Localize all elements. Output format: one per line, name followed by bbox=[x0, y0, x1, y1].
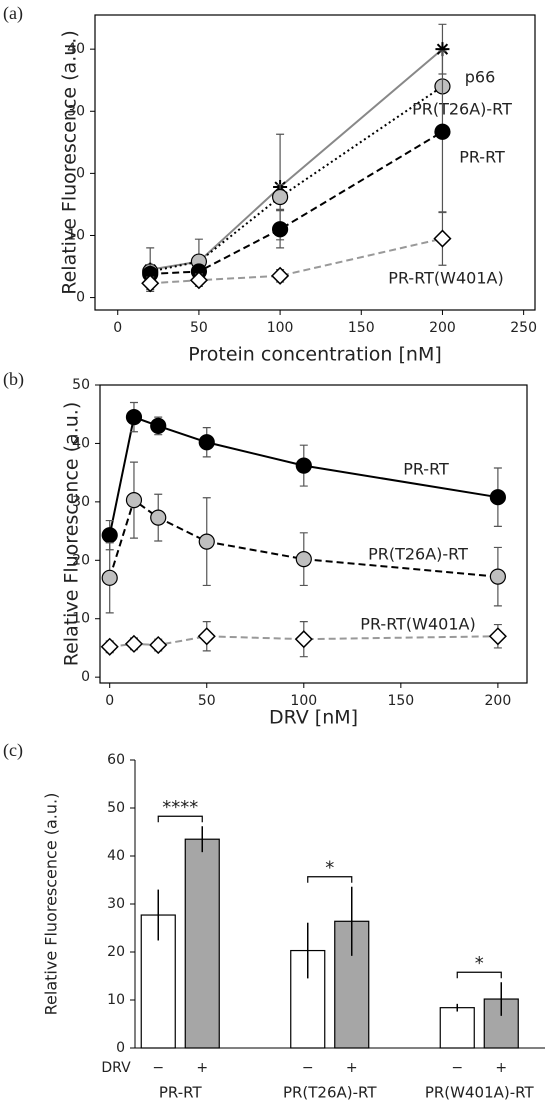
marker bbox=[150, 509, 167, 526]
y-tick-label: 60 bbox=[107, 752, 125, 768]
series-line bbox=[150, 237, 443, 285]
y-tick-label: 10 bbox=[107, 992, 125, 1008]
marker bbox=[150, 417, 167, 435]
series-name: + bbox=[196, 1060, 208, 1076]
y-tick-label: 0 bbox=[116, 1040, 125, 1056]
y-tick-label: 20 bbox=[107, 944, 125, 960]
series-line bbox=[150, 130, 443, 275]
x-tick-label: 50 bbox=[198, 693, 216, 709]
x-tick-label: 0 bbox=[105, 693, 114, 709]
y-tick-label: 10 bbox=[72, 611, 90, 627]
marker bbox=[271, 266, 290, 285]
bar bbox=[439, 1007, 475, 1049]
marker bbox=[198, 533, 215, 550]
series-line bbox=[150, 48, 444, 271]
series-line bbox=[150, 85, 444, 273]
x-tick-label: PR(T26A)-RT bbox=[283, 1084, 377, 1102]
x-tick-label: 50 bbox=[190, 320, 208, 336]
series-label: PR(T26A)-RT bbox=[368, 545, 468, 564]
series-line bbox=[108, 498, 498, 579]
panel-label: (c) bbox=[3, 740, 23, 761]
x-axis-title: Protein concentration [nM] bbox=[188, 344, 442, 366]
marker bbox=[149, 635, 168, 655]
series-label: PR(T26A)-RT bbox=[412, 100, 512, 119]
y-tick-label: 50 bbox=[107, 800, 125, 816]
significance-bracket bbox=[307, 876, 353, 883]
marker bbox=[271, 188, 289, 206]
x-tick-label: PR(W401A)-RT bbox=[425, 1084, 535, 1102]
y-tick-label: 20 bbox=[72, 552, 90, 568]
marker bbox=[295, 551, 312, 568]
y-axis-title: Relative Fluorescence (a.u.) bbox=[61, 402, 83, 666]
marker bbox=[125, 409, 143, 426]
bar bbox=[290, 949, 326, 1049]
marker bbox=[295, 457, 312, 474]
series-name: − bbox=[152, 1060, 164, 1076]
y-tick-label: 50 bbox=[72, 377, 90, 393]
x-tick-label: 150 bbox=[387, 693, 414, 709]
significance-bracket bbox=[157, 815, 203, 823]
y-tick-label: 30 bbox=[72, 494, 90, 510]
y-axis-title: Relative Fluorescence (a.u.) bbox=[59, 30, 81, 294]
marker bbox=[489, 489, 506, 506]
plot-frame bbox=[99, 384, 528, 684]
series-name: − bbox=[451, 1060, 463, 1076]
marker bbox=[141, 274, 160, 293]
series-name: + bbox=[346, 1060, 358, 1076]
x-tick-label: 250 bbox=[510, 320, 537, 336]
series-label: p66 bbox=[465, 68, 496, 87]
series-label: PR-RT(W401A) bbox=[388, 269, 503, 288]
group-label: DRV bbox=[101, 1060, 131, 1076]
y-tick-label: 40 bbox=[72, 435, 90, 451]
series-name: − bbox=[302, 1060, 314, 1076]
panel-label: (a) bbox=[3, 3, 23, 24]
marker bbox=[434, 123, 451, 140]
x-axis-title: DRV [nM] bbox=[269, 707, 358, 729]
marker bbox=[198, 434, 215, 451]
bar bbox=[184, 838, 220, 1049]
y-tick-label: 0 bbox=[76, 290, 85, 306]
series-line bbox=[108, 415, 499, 536]
marker bbox=[197, 627, 216, 646]
y-tick-label: 40 bbox=[67, 41, 85, 57]
marker bbox=[125, 492, 143, 509]
x-tick-label: 100 bbox=[267, 320, 294, 336]
x-tick-label: 0 bbox=[113, 320, 122, 336]
y-tick-label: 0 bbox=[76, 165, 85, 181]
y-tick-label: 30 bbox=[67, 103, 85, 119]
marker bbox=[435, 42, 450, 57]
significance-bracket bbox=[456, 971, 502, 979]
series-label: PR-RT bbox=[403, 460, 449, 479]
y-tick-label: 10 bbox=[67, 227, 85, 243]
x-tick-label: 100 bbox=[290, 693, 317, 709]
significance-label: **** bbox=[162, 797, 198, 818]
y-tick-label: 30 bbox=[107, 896, 125, 912]
marker bbox=[433, 229, 452, 248]
series-label: PR-RT(W401A) bbox=[360, 615, 475, 634]
plot-frame bbox=[94, 14, 536, 311]
y-axis-title: Relative Fluorescence (a.u.) bbox=[42, 793, 61, 1016]
marker bbox=[488, 627, 507, 646]
series-name: + bbox=[495, 1060, 507, 1076]
y-tick-label: 40 bbox=[107, 848, 125, 864]
marker bbox=[489, 568, 506, 585]
marker bbox=[124, 634, 144, 653]
x-tick-label: PR-RT bbox=[159, 1084, 203, 1102]
x-tick-label: 200 bbox=[429, 320, 456, 336]
y-tick-label: 0 bbox=[81, 669, 90, 685]
marker bbox=[101, 527, 118, 544]
marker bbox=[189, 271, 208, 290]
marker bbox=[100, 637, 119, 656]
significance-label: * bbox=[325, 858, 334, 879]
marker bbox=[101, 569, 118, 586]
x-tick-label: 200 bbox=[485, 693, 512, 709]
marker bbox=[294, 630, 313, 649]
x-tick-label: 150 bbox=[348, 320, 375, 336]
series-label: PR-RT bbox=[459, 148, 505, 167]
marker bbox=[271, 221, 289, 238]
significance-label: * bbox=[475, 953, 484, 974]
panel-label: (b) bbox=[3, 369, 24, 390]
